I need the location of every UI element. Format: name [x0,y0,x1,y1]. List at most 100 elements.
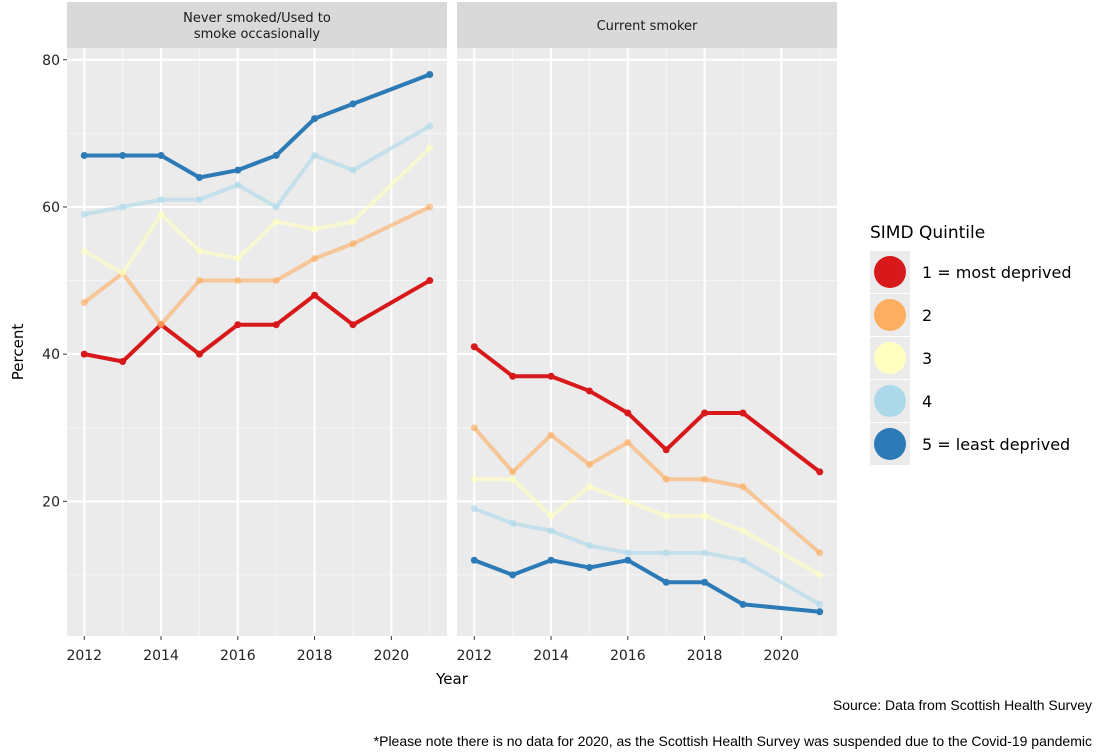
data-point-5 [234,166,242,174]
data-point-1 [509,372,517,380]
data-point-2 [80,299,88,307]
data-point-5 [349,100,357,108]
data-point-5 [662,578,670,586]
y-axis-label: Percent [9,324,27,381]
panel-background [457,48,837,636]
data-point-1 [426,277,434,285]
data-point-2 [234,277,242,285]
panel-background [67,48,447,636]
data-point-3 [470,475,478,483]
data-point-4 [119,203,127,211]
data-point-5 [157,151,165,159]
legend-label: 2 [922,306,932,325]
data-point-3 [234,254,242,262]
data-point-1 [311,291,319,299]
data-point-2 [195,277,203,285]
data-point-2 [585,461,593,469]
y-tick-label: 60 [42,200,60,216]
x-axis-label: Year [435,670,469,688]
data-point-3 [349,218,357,226]
data-point-1 [349,321,357,329]
data-point-4 [234,181,242,189]
data-point-1 [119,358,127,366]
data-point-1 [547,372,555,380]
legend-title: SIMD Quintile [870,223,985,243]
data-point-3 [624,497,632,505]
data-point-5 [272,151,280,159]
data-point-4 [80,210,88,218]
facet-title: Current smoker [597,19,698,34]
data-point-4 [349,166,357,174]
data-point-1 [234,321,242,329]
data-point-4 [157,196,165,204]
data-point-4 [585,541,593,549]
data-point-4 [195,196,203,204]
data-point-2 [157,321,165,329]
data-point-3 [80,247,88,255]
data-point-4 [701,549,709,557]
x-tick-label: 2016 [610,648,646,664]
data-point-1 [662,446,670,454]
data-point-5 [119,151,127,159]
legend-key-1 [874,256,906,288]
data-point-2 [509,468,517,476]
y-tick-label: 40 [42,347,60,363]
data-point-3 [739,527,747,535]
data-point-1 [470,343,478,351]
data-point-2 [470,424,478,432]
data-point-3 [585,483,593,491]
data-point-4 [311,151,319,159]
data-point-5 [624,556,632,564]
data-point-2 [739,483,747,491]
data-point-5 [739,600,747,608]
facet-strip [457,2,837,48]
data-point-3 [816,571,824,579]
legend-label: 3 [922,349,932,368]
data-point-1 [624,409,632,417]
x-tick-label: 2020 [764,648,800,664]
legend-key-3 [874,342,906,374]
data-point-4 [426,122,434,130]
data-point-4 [739,556,747,564]
data-point-2 [547,431,555,439]
data-point-3 [311,225,319,233]
data-point-3 [272,218,280,226]
note-caption: *Please note there is no data for 2020, … [373,733,1092,749]
data-point-1 [80,350,88,358]
data-point-3 [509,475,517,483]
data-point-5 [585,564,593,572]
source-caption: Source: Data from Scottish Health Survey [832,697,1092,713]
x-tick-label: 2016 [220,648,256,664]
x-tick-label: 2020 [374,648,410,664]
data-point-3 [662,512,670,520]
data-point-1 [272,321,280,329]
x-tick-label: 2012 [66,648,102,664]
y-tick-label: 80 [42,53,60,69]
data-point-5 [426,70,434,78]
data-point-2 [311,254,319,262]
data-point-4 [272,203,280,211]
data-point-1 [701,409,709,417]
legend-label: 5 = least deprived [922,435,1070,454]
data-point-2 [701,475,709,483]
data-point-5 [509,571,517,579]
data-point-4 [624,549,632,557]
legend-label: 1 = most deprived [922,263,1071,282]
data-point-5 [80,151,88,159]
data-point-4 [662,549,670,557]
data-point-4 [547,527,555,535]
legend-key-2 [874,299,906,331]
x-tick-label: 2018 [687,648,723,664]
data-point-2 [624,438,632,446]
data-point-3 [157,210,165,218]
facet-title: Never smoked/Used to [183,11,331,26]
data-point-4 [509,519,517,527]
data-point-5 [701,578,709,586]
facet-title: smoke occasionally [194,27,321,42]
data-point-5 [311,115,319,123]
facet-strip [67,2,447,48]
data-point-1 [739,409,747,417]
data-point-5 [547,556,555,564]
